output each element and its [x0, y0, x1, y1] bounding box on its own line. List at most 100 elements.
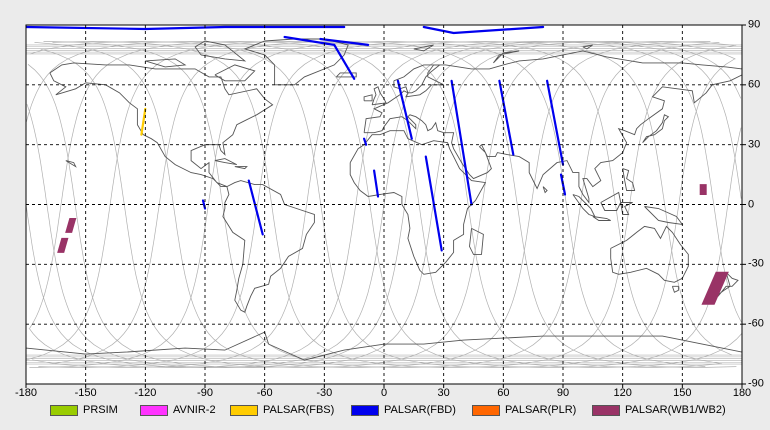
orbit-track: [173, 41, 711, 368]
x-tick-label: 60: [497, 387, 510, 399]
swath-track: [559, 173, 567, 196]
x-tick-label: 180: [732, 387, 752, 399]
legend-swatch: [230, 404, 258, 416]
legend-swatch: [592, 404, 620, 416]
graticule: [25, 24, 746, 388]
orbit-track: [52, 41, 272, 205]
swath-track: [545, 79, 565, 166]
coastline: [493, 50, 520, 64]
swath-area: [699, 184, 707, 195]
x-tick-label: -150: [74, 387, 97, 399]
coastline: [335, 72, 357, 78]
orbit-track: [467, 204, 720, 368]
y-tick-label: 60: [748, 78, 761, 91]
swath-track: [498, 79, 515, 156]
orbit-track: [43, 41, 223, 205]
x-tick-label: -180: [14, 387, 38, 399]
x-tick-label: -90: [197, 387, 213, 399]
legend: PRSIM AVNIR-2 PALSAR(FBS) PALSAR(FBD) PALSAR…: [0, 402, 770, 420]
legend-item: PALSAR(WB1/WB2): [592, 402, 726, 418]
y-tick-label: 0: [748, 198, 755, 210]
coastline: [349, 130, 487, 275]
orbit-track: [516, 204, 737, 368]
orbit-track: [29, 41, 420, 329]
x-tick-label: -30: [316, 387, 333, 399]
orbit-track: [27, 64, 76, 205]
swath-track: [396, 79, 413, 140]
coastline: [26, 331, 742, 361]
coastline: [194, 40, 247, 62]
x-tick-label: 90: [556, 387, 570, 399]
y-tick-label: -90: [748, 377, 764, 390]
coastline: [610, 225, 689, 283]
coastline: [222, 180, 315, 313]
y-tick-label: 30: [748, 138, 761, 151]
legend-swatch: [472, 404, 500, 416]
orbit-track: [418, 204, 742, 368]
legend-item: PALSAR(PLR): [472, 402, 576, 418]
coastline: [214, 158, 238, 166]
coastline: [714, 271, 739, 297]
legend-label: PALSAR(FBD): [384, 404, 456, 416]
swath-track: [422, 25, 545, 35]
orbit-track: [369, 127, 742, 368]
swath-area: [57, 237, 69, 253]
orbit-track: [320, 58, 735, 368]
coastline: [371, 86, 387, 106]
swath-track: [247, 179, 264, 236]
legend-label: PALSAR(PLR): [505, 404, 577, 416]
y-tick-label: 90: [748, 18, 761, 31]
legend-item: PRSIM: [50, 402, 118, 418]
coastline: [363, 94, 373, 102]
orbit-track: [30, 41, 322, 205]
legend-item: PALSAR(FBD): [351, 402, 456, 418]
legend-label: PALSAR(FBS): [263, 404, 335, 416]
swath-area: [65, 218, 77, 233]
coastline: [592, 216, 611, 221]
x-tick-label: -120: [134, 387, 157, 399]
y-tick-label: -60: [748, 317, 764, 330]
swath-track: [319, 37, 370, 47]
orbit-track: [713, 204, 742, 323]
orbit-track: [271, 44, 737, 368]
swath-track: [450, 79, 473, 206]
legend-swatch: [50, 404, 78, 416]
swath-track: [283, 35, 356, 80]
coastline: [622, 168, 636, 191]
coastline: [582, 44, 594, 50]
x-tick-label: -60: [256, 387, 273, 399]
orbit-track: [222, 42, 720, 368]
coastline: [642, 114, 670, 144]
coastlines: [26, 38, 742, 361]
coastline: [145, 58, 187, 68]
x-tick-label: 0: [380, 387, 388, 399]
orbit-track: [38, 41, 616, 368]
orbit-track: [26, 41, 469, 361]
legend-label: AVNIR-2: [173, 404, 216, 416]
legend-label: PALSAR(WB1/WB2): [625, 404, 726, 416]
orbit-track: [615, 204, 723, 365]
swath-track: [373, 169, 380, 198]
orbit-track: [34, 42, 174, 205]
observation-tracks: [26, 25, 729, 305]
legend-swatch: [351, 404, 379, 416]
coastline: [393, 64, 441, 94]
orbit-track: [46, 41, 742, 368]
plot-border: [25, 24, 743, 385]
orbit-track: [26, 104, 48, 205]
swath-track: [140, 107, 147, 136]
coastline: [413, 44, 434, 52]
orbit-track: [123, 41, 734, 368]
x-tick-label: 30: [437, 387, 450, 399]
coastline: [214, 64, 256, 82]
orbit-track: [566, 204, 706, 367]
coastline: [234, 166, 248, 170]
swath-track: [424, 155, 443, 252]
x-tick-label: 120: [613, 387, 632, 399]
legend-item: AVNIR-2: [140, 402, 216, 418]
orbit-track: [29, 41, 567, 368]
orbit-track: [40, 48, 125, 205]
swath-area: [701, 271, 729, 305]
x-tick-label: 150: [673, 387, 692, 399]
